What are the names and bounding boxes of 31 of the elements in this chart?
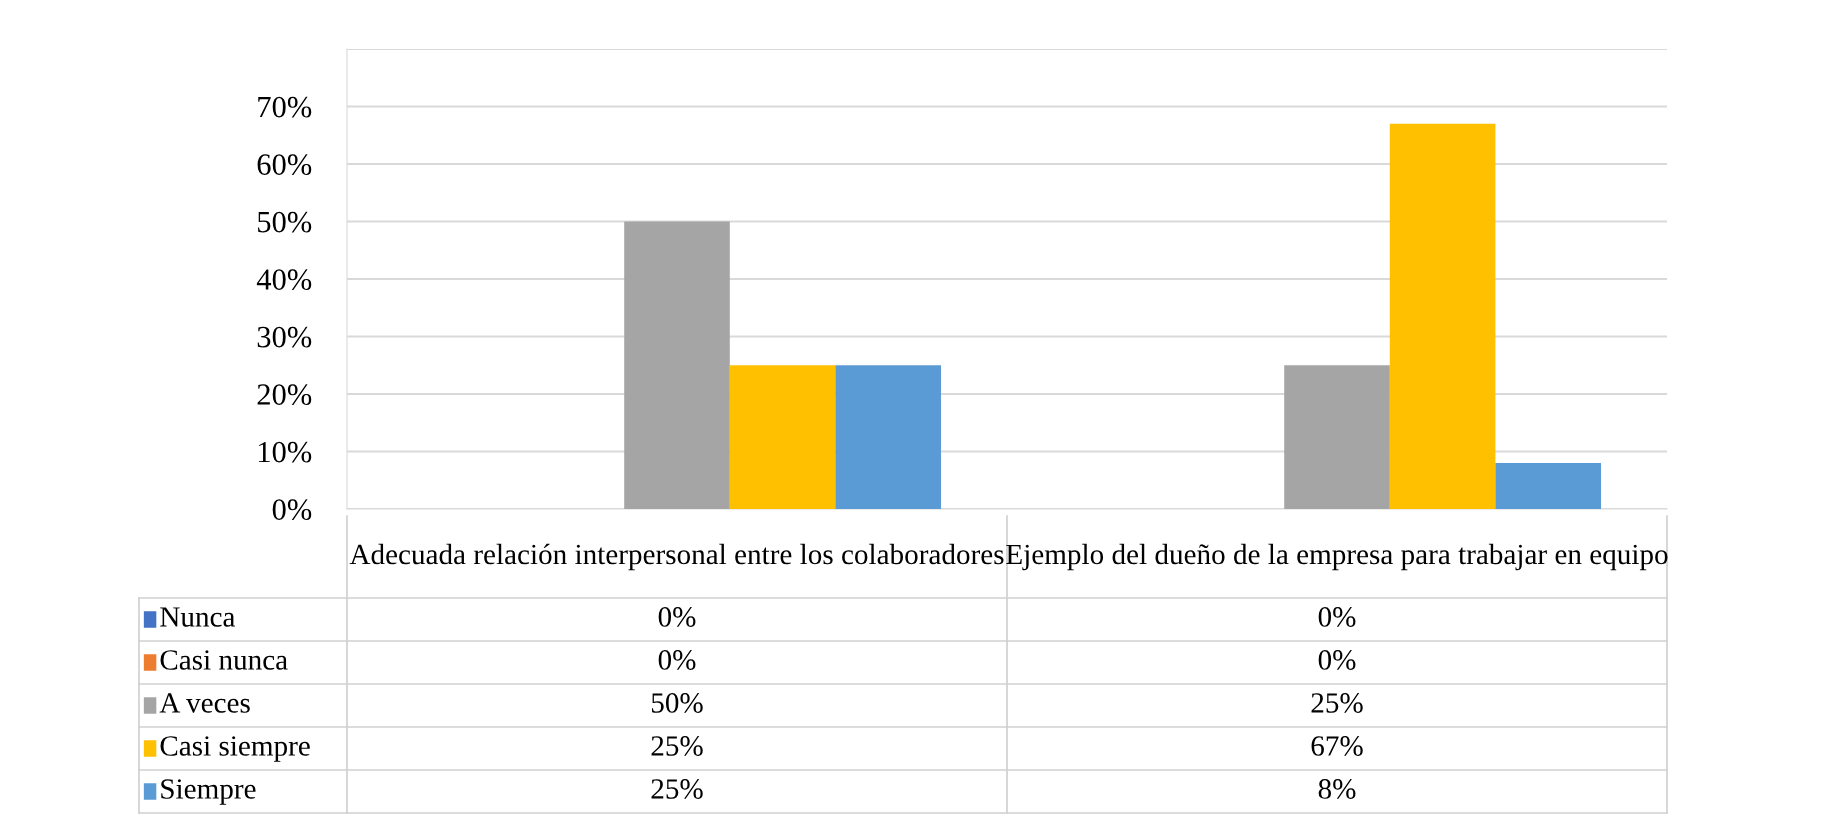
y-tick-label: 0% [272, 499, 312, 520]
bar [729, 365, 836, 509]
data-label: 25% [651, 779, 703, 799]
data-label: 25% [651, 736, 703, 756]
bar [1495, 463, 1601, 509]
legend-label: A veces [159, 693, 250, 713]
y-tick-label: 70% [258, 96, 312, 118]
y-tick-label: 50% [258, 211, 312, 233]
bar [835, 365, 941, 509]
data-label: 67% [1311, 736, 1363, 756]
bar [1389, 123, 1496, 509]
y-tick-label: 20% [257, 384, 312, 405]
y-tick-label: 30% [257, 326, 312, 348]
y-tick-label: 10% [258, 441, 312, 463]
legend-label: Siempre [161, 779, 256, 805]
data-label: 50% [651, 693, 703, 713]
legend-label: Nunca [160, 607, 236, 627]
data-label: 0% [1318, 650, 1356, 670]
data-label: 0% [1318, 607, 1356, 627]
data-label: 0% [658, 650, 696, 670]
legend-label: Casi nunca [160, 650, 288, 670]
data-label: 8% [1318, 779, 1356, 799]
legend-label: Casi siempre [160, 736, 310, 762]
bar [624, 221, 730, 509]
data-label: 0% [658, 607, 696, 627]
bar [1284, 365, 1390, 509]
y-tick-label: 40% [256, 269, 312, 290]
y-tick-label: 60% [257, 154, 312, 175]
data-label: 25% [1311, 693, 1363, 713]
x-tick-label: Adecuada relación interpersonal entre los colaboradores [349, 543, 1004, 571]
x-tick-label: Ejemplo del dueño de la empresa para trabajar en equipo [1006, 543, 1668, 571]
